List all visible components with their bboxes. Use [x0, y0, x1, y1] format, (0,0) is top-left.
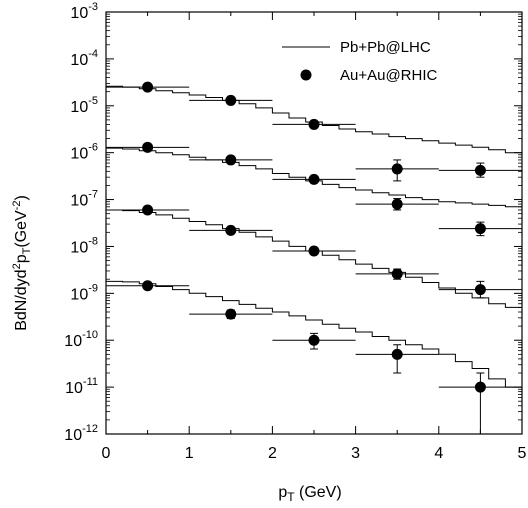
x-tick-label: 3: [351, 445, 360, 462]
y-label-b: 2: [11, 263, 23, 269]
rhic-data-point: [438, 221, 522, 237]
rhic-data-point: [272, 118, 356, 130]
rhic-data-point: [106, 141, 190, 153]
x-axis-label-sub: T: [287, 490, 295, 504]
x-tick-label: 2: [268, 445, 277, 462]
rhic-marker: [225, 308, 237, 320]
legend-line-label: Pb+Pb@LHC: [340, 39, 431, 56]
rhic-marker: [308, 173, 320, 185]
rhic-data-point: [355, 198, 439, 211]
rhic-data-point: [438, 162, 522, 178]
y-axis-ticks: 10-3 10-4 10-5 10-6 10-7 10-8 10-9 10-10 10-11 10…: [64, 1, 522, 444]
rhic-marker: [391, 163, 403, 175]
rhic-data-point: [355, 268, 439, 280]
plot-frame: [105, 11, 523, 435]
rhic-marker: [391, 198, 403, 210]
y-tick-label: 10-11: [65, 376, 98, 397]
y-label-f: -2: [11, 201, 23, 211]
rhic-marker: [474, 164, 486, 176]
rhic-data-point: [272, 245, 356, 257]
y-axis-label: BdN/dyd2pT(GeV-2): [11, 195, 33, 331]
rhic-marker: [474, 381, 486, 393]
y-label-e: (GeV: [13, 210, 30, 248]
lhc-histogram-line: [106, 280, 522, 388]
rhic-marker: [308, 245, 320, 257]
y-tick-label: 10-6: [70, 142, 98, 163]
x-axis-label-rest: (GeV): [295, 484, 342, 501]
rhic-data-point: [438, 280, 522, 299]
rhic-data-point: [272, 173, 356, 185]
rhic-data-point: [106, 280, 190, 292]
rhic-marker: [391, 268, 403, 280]
y-tick-label: 10-3: [70, 1, 98, 22]
rhic-marker: [142, 280, 154, 292]
y-tick-label: 10-12: [64, 423, 98, 444]
y-label-g: ): [13, 195, 30, 200]
y-tick-label: 10-4: [70, 48, 98, 69]
y-tick-label: 10-8: [70, 235, 98, 256]
rhic-data-point: [272, 332, 356, 350]
legend: Pb+Pb@LHC Au+Au@RHIC: [282, 39, 438, 84]
y-tick-label: 10-7: [70, 189, 98, 210]
x-axis-label-main: p: [278, 484, 287, 501]
rhic-data-point: [189, 308, 273, 320]
rhic-data-point: [438, 372, 522, 434]
rhic-marker: [225, 94, 237, 106]
y-label-d: T: [21, 247, 33, 254]
legend-marker-swatch: [300, 69, 312, 81]
rhic-data-point: [189, 224, 273, 236]
y-label-a: BdN/dyd: [13, 269, 30, 330]
rhic-data-point: [189, 154, 273, 166]
rhic-marker: [308, 334, 320, 346]
rhic-data-point: [355, 344, 439, 374]
rhic-marker: [142, 81, 154, 93]
rhic-data-point: [355, 159, 439, 182]
rhic-marker: [225, 224, 237, 236]
rhic-marker: [142, 141, 154, 153]
y-tick-label: 10-9: [70, 282, 98, 303]
rhic-data-point: [106, 204, 190, 216]
x-tick-label: 5: [518, 445, 527, 462]
x-tick-label: 4: [434, 445, 443, 462]
y-tick-label: 10-5: [70, 95, 98, 116]
rhic-marker: [225, 154, 237, 166]
rhic-marker: [474, 223, 486, 235]
rhic-points: [106, 81, 522, 434]
rhic-marker: [474, 284, 486, 296]
rhic-marker: [142, 204, 154, 216]
legend-marker-label: Au+Au@RHIC: [340, 67, 438, 84]
x-tick-label: 0: [102, 445, 111, 462]
lhc-histogram-line: [106, 209, 522, 308]
x-axis-ticks: 0 1 2 3 4 5: [102, 12, 527, 462]
x-tick-label: 1: [185, 445, 194, 462]
rhic-marker: [391, 348, 403, 360]
y-label-c: p: [13, 254, 30, 263]
rhic-marker: [308, 118, 320, 130]
plot-border: [105, 11, 523, 435]
x-axis-label: pT (GeV): [278, 484, 341, 504]
y-tick-label: 10-10: [64, 329, 98, 350]
rhic-data-point: [189, 94, 273, 106]
rhic-data-point: [106, 81, 190, 93]
